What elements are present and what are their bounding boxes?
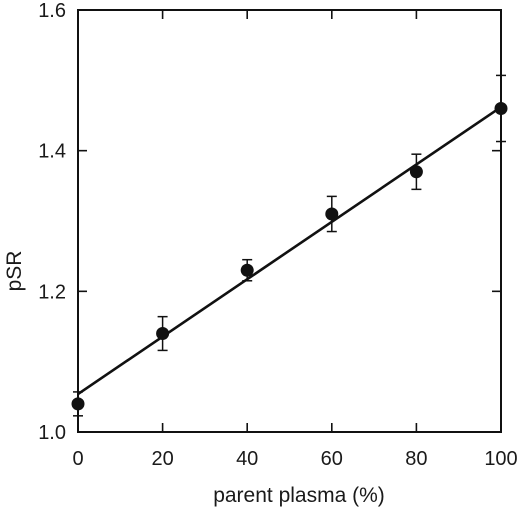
data-point <box>494 101 508 115</box>
data-points <box>71 101 508 411</box>
axis-ticks <box>77 9 502 433</box>
regression-line <box>77 105 502 396</box>
x-tick-label: 60 <box>321 448 343 470</box>
data-point <box>325 207 339 221</box>
x-tick-label: 80 <box>405 448 427 470</box>
y-tick-label: 1.0 <box>38 422 66 444</box>
plot-border <box>77 9 502 433</box>
y-tick-label: 1.4 <box>38 141 66 163</box>
x-tick-label: 20 <box>151 448 173 470</box>
data-point <box>409 165 423 179</box>
tick-labels: 0 20 40 60 80 100 1.0 1.2 1.4 1.6 <box>38 0 518 470</box>
y-axis-title: pSR <box>3 251 26 292</box>
fit-line-group <box>77 105 502 396</box>
y-tick-label: 1.2 <box>38 281 66 303</box>
x-tick-label: 40 <box>236 448 258 470</box>
data-point <box>71 397 85 411</box>
error-bars <box>73 74 506 417</box>
y-tick-label: 1.6 <box>38 0 66 22</box>
x-tick-label: 100 <box>484 448 517 470</box>
plot-frame <box>77 9 502 433</box>
x-tick-label: 0 <box>72 448 83 470</box>
data-point <box>240 263 254 277</box>
data-point <box>156 327 170 341</box>
x-axis-title: parent plasma (%) <box>213 484 385 507</box>
